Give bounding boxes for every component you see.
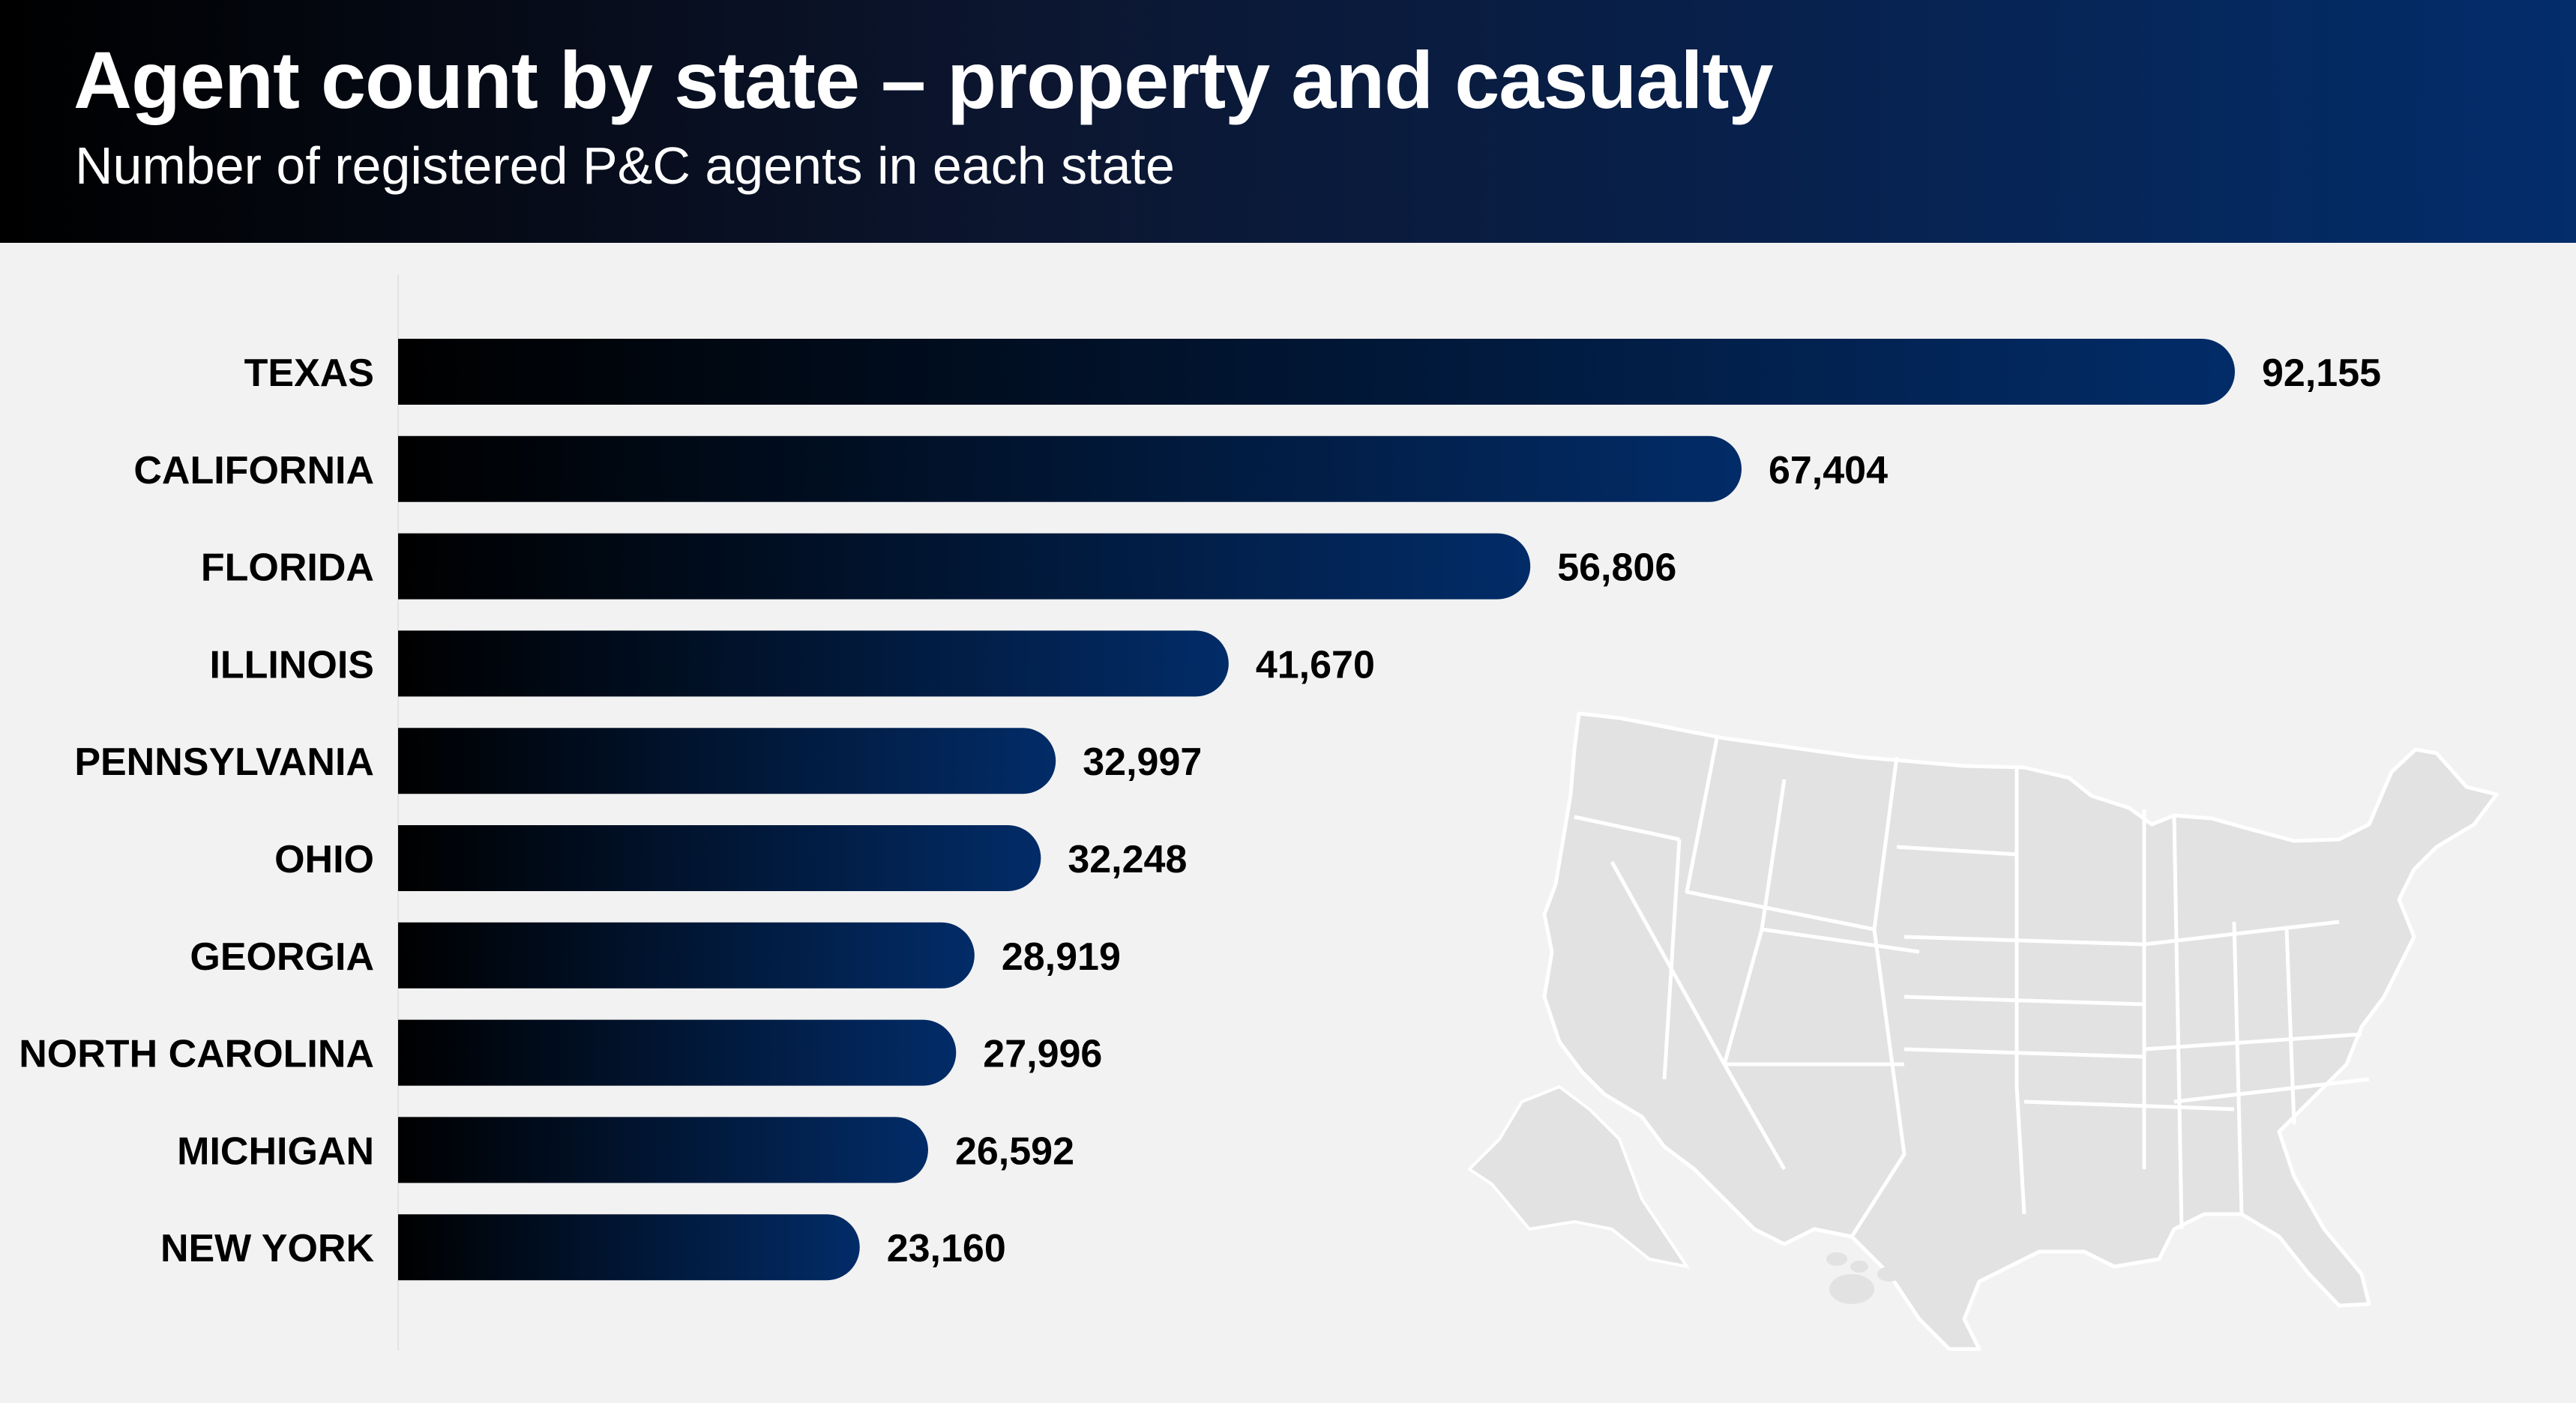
category-label: NEW YORK	[160, 1227, 375, 1270]
bar-michigan	[398, 1117, 928, 1183]
value-label: 26,592	[955, 1129, 1074, 1173]
value-label: 56,806	[1557, 546, 1676, 590]
bar-california	[398, 435, 1742, 502]
value-label: 23,160	[887, 1227, 1006, 1270]
value-label: 32,997	[1083, 740, 1202, 784]
value-label: 28,919	[1002, 935, 1121, 979]
category-label: PENNSYLVANIA	[74, 740, 374, 784]
bar-georgia	[398, 922, 975, 989]
bar-north-carolina	[398, 1019, 957, 1086]
header-banner: Agent count by state – property and casu…	[0, 0, 2576, 243]
category-label: CALIFORNIA	[133, 449, 374, 492]
value-label: 92,155	[2262, 351, 2381, 395]
bar-ohio	[398, 825, 1041, 891]
category-label: ILLINOIS	[209, 643, 374, 687]
bar-illinois	[398, 630, 1229, 697]
category-label: FLORIDA	[201, 546, 374, 590]
bar-florida	[398, 533, 1531, 600]
chart-subtitle: Number of registered P&C agents in each …	[75, 136, 1175, 195]
value-label: 67,404	[1769, 449, 1888, 492]
category-label: TEXAS	[244, 351, 374, 395]
bar-texas	[398, 339, 2235, 405]
category-label: OHIO	[274, 838, 374, 881]
bar-new-york	[398, 1214, 860, 1281]
value-label: 32,248	[1068, 838, 1187, 881]
bar-pennsylvania	[398, 728, 1056, 794]
category-label: MICHIGAN	[177, 1129, 374, 1173]
value-label: 27,996	[983, 1033, 1102, 1076]
chart-title: Agent count by state – property and casu…	[73, 34, 1774, 125]
axis-line	[397, 274, 399, 1351]
value-label: 41,670	[1256, 643, 1375, 687]
category-label: NORTH CAROLINA	[19, 1033, 374, 1076]
category-label: GEORGIA	[190, 935, 374, 979]
